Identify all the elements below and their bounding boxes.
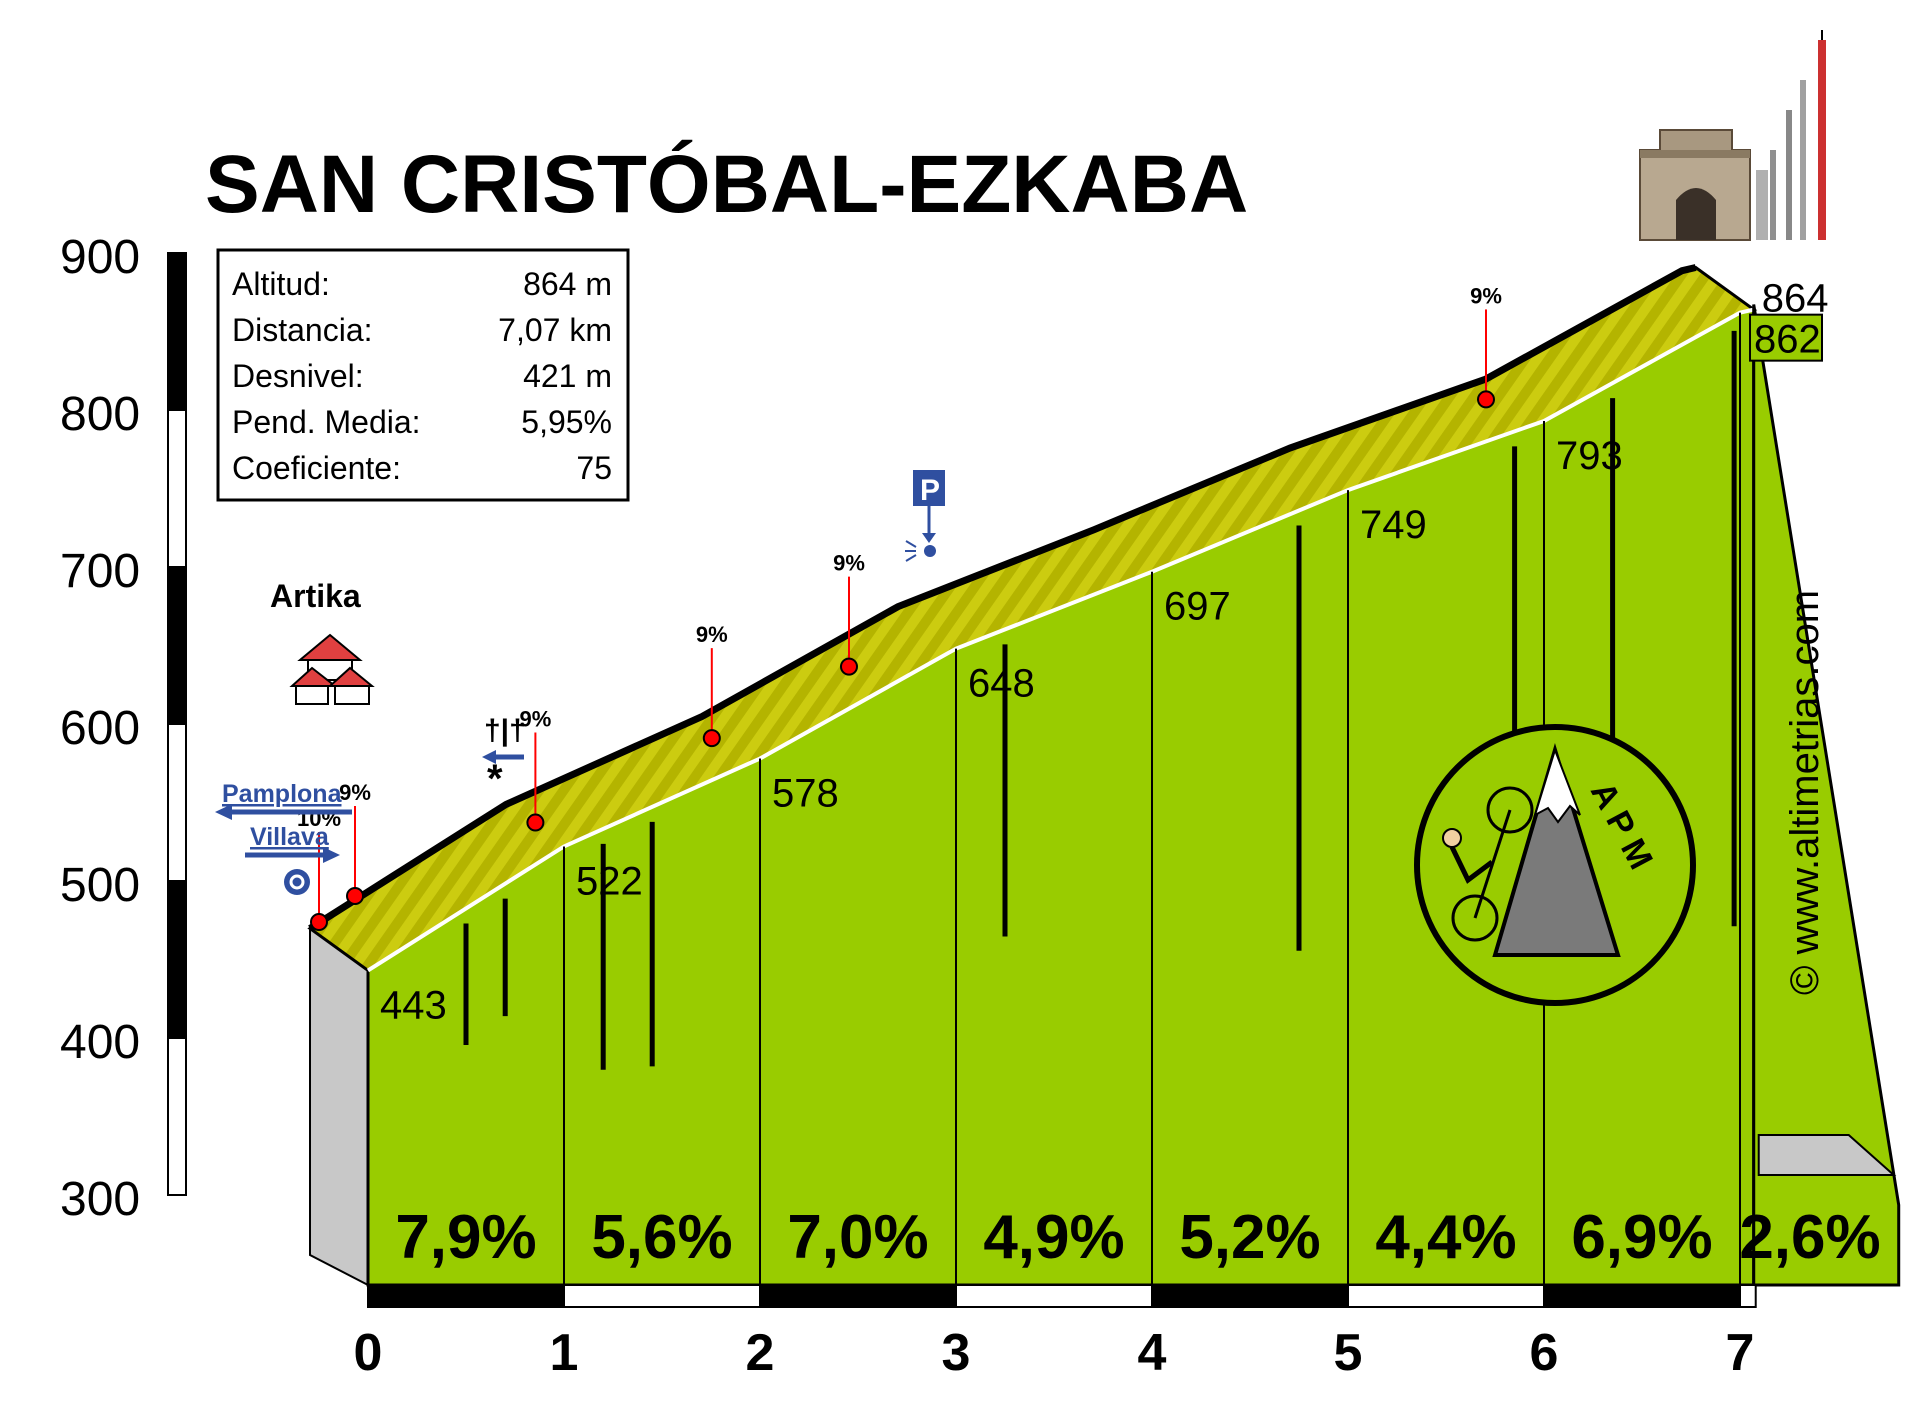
summit-label: 864 xyxy=(1762,277,1829,321)
stats-box: Altitud: 864 m Distancia: 7,07 km Desnivel: 4… xyxy=(216,248,630,502)
roundabout-icon xyxy=(284,869,310,895)
last-segment-side xyxy=(1757,1134,1897,1176)
town-label: Artika xyxy=(270,578,361,614)
y-tick-label: 800 xyxy=(60,388,140,441)
altitude-scale-band xyxy=(167,252,187,411)
stats-label: Pend. Media: xyxy=(232,404,421,440)
cemetery-label: †|† xyxy=(484,714,526,747)
place-annotations: Artika Pamplona Villava †|† * xyxy=(215,470,945,895)
arrow-label-pamplona: Pamplona xyxy=(222,780,343,808)
steep-marker-dot xyxy=(526,813,545,832)
km-altitude-label: 697 xyxy=(1164,585,1231,629)
km-altitude-label: 522 xyxy=(576,859,643,903)
stats-label: Desnivel: xyxy=(232,358,364,394)
arrow-right-icon xyxy=(245,847,340,863)
stats-value: 5,95% xyxy=(521,404,612,440)
stats-value: 75 xyxy=(576,450,612,486)
fort-gate-icon xyxy=(1639,129,1751,241)
parking-label: P xyxy=(920,474,940,507)
x-tick-label: 2 xyxy=(746,1324,775,1382)
x-tick-label: 1 xyxy=(550,1324,579,1382)
stats-label: Distancia: xyxy=(232,312,373,348)
profile-side-face xyxy=(309,926,369,1287)
altitude-scale: 300 400 500 600 700 800 900 xyxy=(60,231,187,1226)
km-altitude-label: 749 xyxy=(1360,503,1427,547)
cemetery-arrow-icon xyxy=(482,750,524,764)
y-tick-label: 500 xyxy=(60,859,140,912)
steep-marker-dot xyxy=(346,886,364,905)
steep-marker-label: 9% xyxy=(696,622,728,647)
viewpoint-icon xyxy=(905,540,936,562)
km-altitude-label: 648 xyxy=(968,662,1035,706)
segment-gradient-label: 2,6% xyxy=(1739,1203,1880,1272)
segment-gradient-label: 7,0% xyxy=(787,1203,928,1272)
x-tick-label: 3 xyxy=(942,1324,971,1382)
x-tick-label: 0 xyxy=(354,1324,383,1382)
house-icon xyxy=(289,633,375,705)
steep-marker-dot xyxy=(840,657,858,676)
apm-logo: A P M xyxy=(1414,724,1696,1006)
altitude-scale-band xyxy=(167,409,187,568)
steep-marker-label: 9% xyxy=(1470,283,1502,308)
steep-marker-label: 9% xyxy=(520,707,552,732)
cemetery-star-icon: * xyxy=(487,757,503,801)
last-segment-block xyxy=(1752,304,1901,1287)
y-tick-label: 700 xyxy=(60,545,140,598)
x-tick-label: 7 xyxy=(1726,1324,1755,1382)
y-tick-label: 900 xyxy=(60,231,140,284)
arrow-label-villava: Villava xyxy=(250,823,330,851)
parking-icon: P xyxy=(913,470,945,543)
stats-value: 864 m xyxy=(523,266,612,302)
y-tick-label: 300 xyxy=(60,1173,140,1226)
km-scale-band xyxy=(1347,1284,1545,1308)
steep-marker-dot xyxy=(702,729,721,748)
km-altitude-label: 793 xyxy=(1556,434,1623,478)
x-tick-label: 4 xyxy=(1138,1324,1167,1382)
km-scale-band xyxy=(1543,1284,1741,1308)
km-altitude-label: 578 xyxy=(772,772,839,816)
x-tick-label: 6 xyxy=(1530,1324,1559,1382)
profile-ridge-line xyxy=(308,264,1697,932)
segment-gradient-label: 6,9% xyxy=(1571,1203,1712,1272)
km-scale-band xyxy=(1739,1284,1757,1308)
km-altitude-box xyxy=(1749,313,1823,362)
steep-marker-dot xyxy=(310,912,328,931)
stats-label: Altitud: xyxy=(232,266,330,302)
km-altitude-label: 862 xyxy=(1754,318,1821,362)
chart-title: SAN CRISTÓBAL-EZKABA xyxy=(205,139,1248,230)
altitude-scale-band xyxy=(167,880,187,1039)
steep-marker-label: 9% xyxy=(833,551,865,576)
km-scale-band xyxy=(759,1284,957,1308)
km-altitude-label: 443 xyxy=(380,983,447,1027)
altitude-scale-band xyxy=(167,566,187,725)
altitude-scale-band xyxy=(167,1037,187,1196)
y-tick-label: 600 xyxy=(60,702,140,755)
km-scale-band xyxy=(367,1284,565,1308)
segment-gradient-label: 4,9% xyxy=(983,1203,1124,1272)
steep-marker-label: 9% xyxy=(339,780,371,805)
segment-gradient-label: 5,6% xyxy=(591,1203,732,1272)
segment-gradient-label: 7,9% xyxy=(395,1203,536,1272)
summit-antenna-icon xyxy=(1756,30,1826,240)
stats-value: 7,07 km xyxy=(498,312,612,348)
watermark-text: © www.altimetrias.com xyxy=(1783,590,1827,995)
x-tick-label: 5 xyxy=(1334,1324,1363,1382)
stats-value: 421 m xyxy=(523,358,612,394)
km-scale-band xyxy=(955,1284,1153,1308)
segment-gradient-label: 5,2% xyxy=(1179,1203,1320,1272)
arrow-left-icon xyxy=(215,804,352,820)
segment-gradient-label: 4,4% xyxy=(1375,1203,1516,1272)
stats-box-frame xyxy=(216,248,630,502)
km-scale-band xyxy=(1151,1284,1349,1308)
km-scale-band xyxy=(563,1284,761,1308)
altitude-scale-band xyxy=(167,723,187,882)
y-tick-label: 400 xyxy=(60,1016,140,1069)
stats-label: Coeficiente: xyxy=(232,450,401,486)
steep-marker-dot xyxy=(1477,390,1495,409)
